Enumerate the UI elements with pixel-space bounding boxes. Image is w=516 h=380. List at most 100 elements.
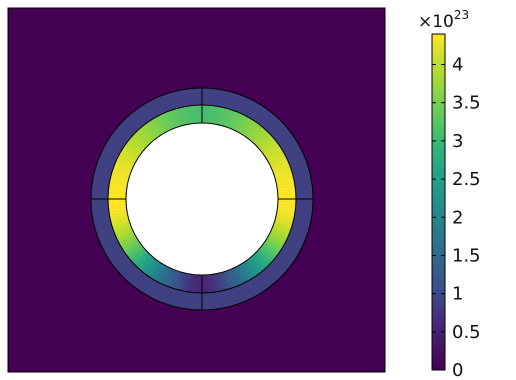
- inner-ring-cell: [169, 270, 179, 289]
- inner-ring-cell: [207, 274, 212, 293]
- inner-ring-cell: [271, 227, 290, 238]
- inner-ring-cell: [272, 163, 291, 174]
- inner-ring-cell: [192, 105, 197, 124]
- inner-ring-cell: [215, 106, 222, 125]
- inner-ring-cell: [266, 236, 284, 249]
- inner-ring-cell: [244, 120, 258, 138]
- inner-ring-cell: [263, 143, 280, 157]
- inner-ring-cell: [263, 241, 281, 255]
- inner-ring-cell: [276, 209, 296, 216]
- inner-ring-cell: [116, 157, 134, 169]
- colorbar-tick-label: 2: [452, 207, 463, 228]
- inner-ring-cell: [212, 105, 219, 125]
- inner-ring-cell: [111, 169, 130, 179]
- inner-ring-cell: [110, 217, 129, 226]
- inner-ring-cell: [144, 258, 158, 276]
- inner-ring-cell: [119, 234, 137, 247]
- inner-ring-cell: [204, 105, 209, 124]
- inner-ring-cell: [149, 262, 162, 279]
- inner-ring-cell: [269, 154, 287, 166]
- inner-ring-cell: [230, 111, 241, 130]
- inner-ring-cell: [108, 204, 127, 209]
- inner-ring-cell: [117, 154, 135, 166]
- inner-ring-cell: [122, 146, 139, 159]
- inner-ring-cell: [274, 169, 293, 179]
- inner-ring-cell: [120, 237, 138, 249]
- inner-ring-cell: [252, 253, 268, 269]
- inner-ring-cell: [157, 114, 169, 132]
- inner-ring-cell: [169, 109, 179, 128]
- inner-ring-cell: [254, 251, 270, 267]
- inner-ring-cell: [230, 268, 241, 287]
- inner-ring-cell: [258, 135, 275, 151]
- inner-ring-cell: [160, 267, 172, 285]
- inner-ring-cell: [267, 151, 285, 164]
- inner-ring-cell: [122, 239, 140, 252]
- colorbar-tick-label: 3: [452, 131, 463, 152]
- inner-ring-cell: [143, 122, 158, 140]
- colorbar-multiplier: ×1023: [418, 8, 469, 32]
- inner-ring-cell: [225, 270, 235, 289]
- inner-ring-cell: [188, 274, 195, 293]
- inner-ring-cell: [270, 229, 288, 241]
- inner-ring-cell: [277, 195, 296, 199]
- inner-ring-cell: [277, 204, 296, 209]
- inner-ring-cell: [248, 257, 263, 274]
- inner-ring-cell: [207, 105, 212, 124]
- inner-ring-cell: [275, 217, 294, 225]
- inner-ring-cell: [277, 206, 296, 213]
- inner-ring-cell: [275, 214, 294, 222]
- inner-ring-cell: [227, 269, 238, 288]
- inner-ring-cell: [110, 176, 129, 184]
- inner-ring-cell: [152, 117, 164, 135]
- inner-ring-cell: [157, 266, 169, 284]
- inner-ring-cell: [141, 257, 156, 274]
- inner-ring-cell: [222, 271, 232, 290]
- inner-ring-cell: [132, 249, 148, 265]
- inner-ring-cell: [188, 105, 195, 124]
- inner-ring-cell: [141, 124, 156, 141]
- inner-ring-cell: [111, 219, 130, 229]
- domain-frame: [7, 7, 386, 373]
- inner-ring-cell: [154, 116, 167, 134]
- inner-ring-cell: [163, 268, 174, 287]
- inner-ring-cell: [117, 232, 135, 244]
- inner-ring-cell: [209, 105, 216, 124]
- colorbar-tick-label: 4: [452, 55, 463, 76]
- inner-ring-cell: [240, 263, 252, 281]
- inner-ring-cell: [108, 209, 128, 216]
- inner-ring-cell: [138, 126, 154, 143]
- inner-ring-cell: [242, 261, 255, 279]
- inner-ring-cell: [225, 109, 235, 128]
- inner-ring-cell: [182, 273, 189, 292]
- inner-ring-cell: [260, 138, 277, 153]
- inner-ring-cell: [246, 122, 260, 140]
- inner-ring-cell: [232, 113, 244, 131]
- inner-ring-cell: [109, 179, 128, 186]
- inner-ring-cell: [270, 157, 288, 169]
- inner-ring-cell: [237, 264, 250, 282]
- inner-ring-cell: [112, 166, 131, 176]
- inner-ring-cell: [155, 264, 167, 283]
- inner-ring-cell: [258, 247, 275, 262]
- inner-ring-cell: [252, 129, 268, 145]
- colorbar-ticks: 0 0.5 1 1.5 2 2.5 3 3.5 4: [432, 55, 481, 380]
- inner-ring-cell: [166, 269, 177, 288]
- colorbar: 0 0.5 1 1.5 2 2.5 3 3.5 4 ×1023: [418, 8, 481, 380]
- inner-ring-cell: [116, 229, 134, 241]
- inner-ring-cell: [275, 176, 294, 184]
- inner-ring-cell: [215, 273, 222, 292]
- inner-ring-cell: [123, 143, 141, 157]
- inner-ring-cell: [182, 106, 189, 125]
- inner-ring-cell: [250, 255, 266, 272]
- inner-ring-cell: [134, 251, 150, 267]
- inner-ring-cell: [120, 149, 138, 162]
- inner-ring-cell: [261, 140, 279, 155]
- inner-ring-cell: [271, 160, 290, 171]
- inner-ring-cell: [264, 146, 282, 159]
- inner-ring-cell: [195, 274, 200, 293]
- inner-ring-cell: [114, 227, 133, 238]
- inner-ring-cell: [232, 267, 244, 285]
- inner-ring-cell: [108, 185, 127, 192]
- inner-ring-cell: [276, 182, 296, 189]
